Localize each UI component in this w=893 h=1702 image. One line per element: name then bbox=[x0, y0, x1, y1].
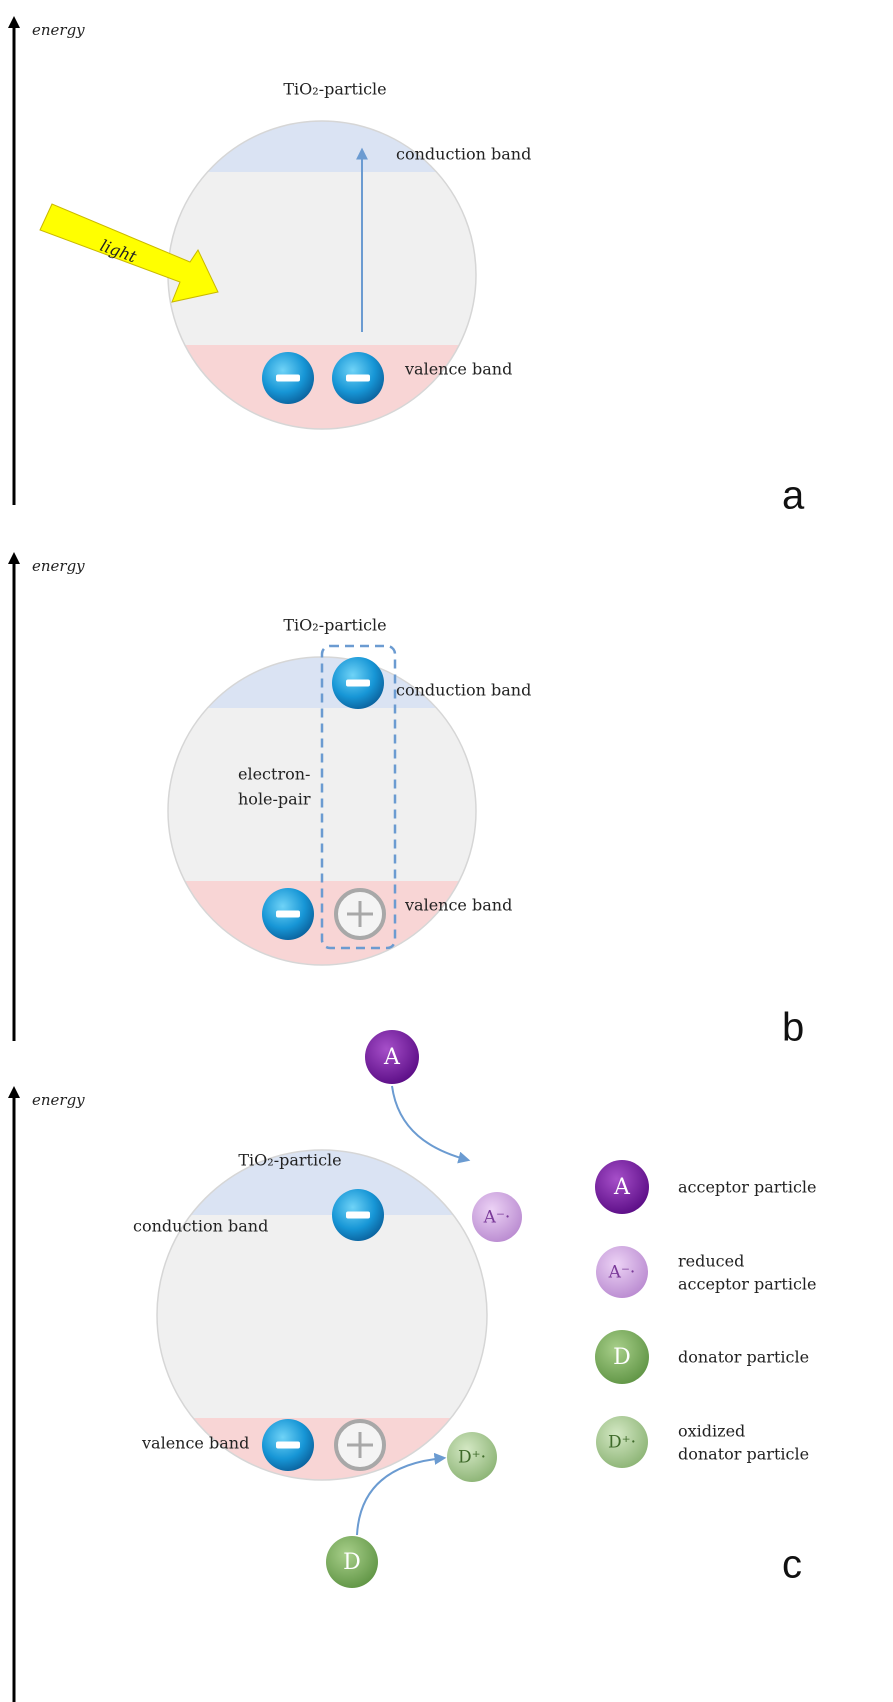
particle-outline bbox=[156, 1149, 488, 1481]
panel-label: c bbox=[782, 1543, 802, 1587]
donator-symbol: D bbox=[343, 1550, 361, 1575]
acceptor-symbol: A bbox=[383, 1045, 401, 1070]
reduction-arrow bbox=[391, 1085, 471, 1164]
pair-label: hole-pair bbox=[238, 790, 311, 809]
legend-swatch bbox=[595, 1160, 649, 1214]
oxidation-arrow bbox=[356, 1452, 447, 1536]
legend-label: acceptor particle bbox=[678, 1275, 817, 1294]
pair-box bbox=[320, 644, 397, 950]
valence-band-label: valence band bbox=[404, 896, 512, 915]
valence-band-label: valence band bbox=[404, 360, 512, 379]
particle-label: TiO₂-particle bbox=[238, 1151, 341, 1170]
conduction-band-label: conduction band bbox=[396, 681, 531, 700]
panel-label: b bbox=[782, 1006, 804, 1050]
electron bbox=[332, 1189, 384, 1241]
oxidized-donator-symbol: D⁺· bbox=[458, 1448, 486, 1468]
legend-symbol: A bbox=[613, 1175, 631, 1200]
donator bbox=[326, 1536, 378, 1588]
legend-symbol: A⁻· bbox=[608, 1263, 636, 1283]
axis-label: energy bbox=[32, 21, 85, 39]
legend-swatch bbox=[596, 1246, 648, 1298]
conduction-band-label: conduction band bbox=[133, 1217, 268, 1236]
valence-band-label: valence band bbox=[141, 1434, 249, 1453]
oxidized-donator bbox=[447, 1432, 497, 1482]
acceptor bbox=[365, 1030, 419, 1084]
electron bbox=[332, 352, 384, 404]
reduced-acceptor-symbol: A⁻· bbox=[483, 1208, 511, 1228]
particle-label: TiO₂-particle bbox=[283, 80, 386, 99]
electron bbox=[262, 1419, 314, 1471]
axis-label: energy bbox=[32, 1091, 85, 1109]
legend-swatch bbox=[596, 1416, 648, 1468]
legend-label: donator particle bbox=[678, 1445, 809, 1464]
electron bbox=[332, 657, 384, 709]
particle-label: TiO₂-particle bbox=[283, 616, 386, 635]
pair-label: electron- bbox=[238, 765, 310, 784]
hole bbox=[334, 888, 386, 940]
conduction-band-label: conduction band bbox=[396, 145, 531, 164]
legend-label: oxidized bbox=[678, 1422, 745, 1441]
legend-label: acceptor particle bbox=[678, 1178, 817, 1197]
legend-label: reduced bbox=[678, 1252, 744, 1271]
legend-symbol: D⁺· bbox=[608, 1433, 636, 1453]
panel-label: a bbox=[782, 474, 805, 518]
legend-swatch bbox=[595, 1330, 649, 1384]
legend-label: donator particle bbox=[678, 1348, 809, 1367]
legend-symbol: D bbox=[613, 1345, 631, 1370]
electron bbox=[262, 888, 314, 940]
electron bbox=[262, 352, 314, 404]
hole bbox=[334, 1419, 386, 1471]
axis-label: energy bbox=[32, 557, 85, 575]
light-arrow bbox=[39, 203, 219, 303]
reduced-acceptor bbox=[472, 1192, 522, 1242]
